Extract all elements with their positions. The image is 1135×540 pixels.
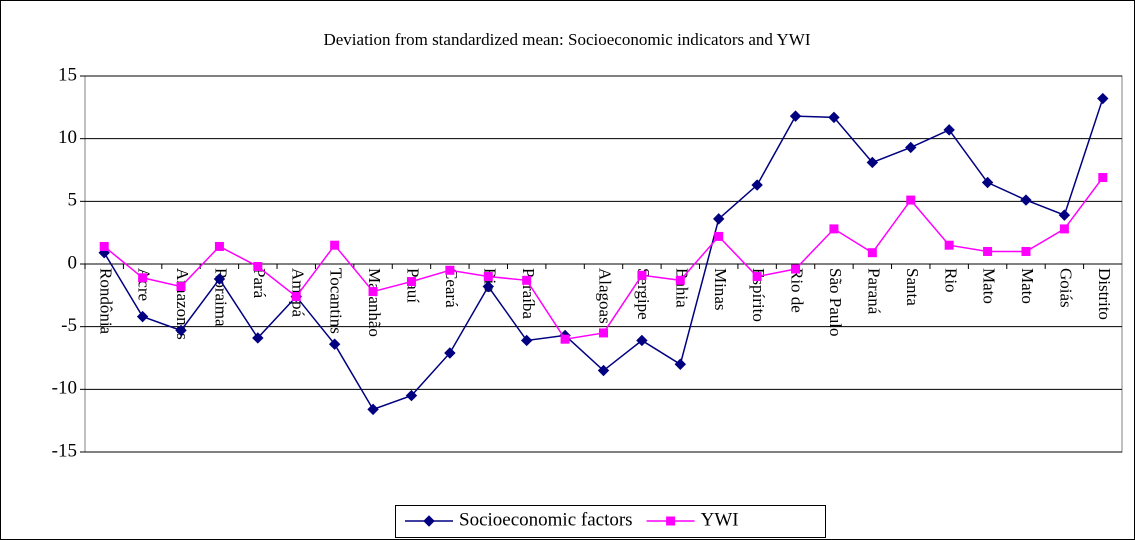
- y-tick-label: -15: [52, 440, 77, 461]
- data-point: [828, 111, 840, 124]
- legend-label: YWI: [701, 509, 739, 530]
- data-point: [252, 332, 264, 344]
- data-point: [522, 275, 532, 285]
- chart-title: Deviation from standardized mean: Socioe…: [323, 30, 810, 49]
- data-point: [213, 273, 226, 285]
- data-point: [368, 287, 378, 297]
- y-tick-label: -10: [52, 378, 77, 399]
- x-tick-label: Bahia: [672, 268, 691, 308]
- x-tick-label: Mato: [980, 268, 999, 304]
- data-point: [138, 273, 148, 283]
- data-point: [943, 124, 955, 136]
- data-point: [367, 403, 379, 416]
- data-point: [328, 338, 341, 350]
- data-point: [1059, 224, 1069, 234]
- data-point: [866, 156, 879, 169]
- data-point: [636, 334, 648, 347]
- data-point: [291, 292, 301, 302]
- data-point: [906, 195, 916, 205]
- data-point: [214, 241, 224, 251]
- data-point: [674, 358, 687, 370]
- data-point: [1097, 92, 1109, 105]
- x-tick-label: Paraná: [864, 268, 883, 315]
- data-point: [405, 389, 418, 402]
- data-point: [445, 265, 455, 275]
- data-point: [330, 240, 340, 250]
- data-point: [905, 141, 917, 154]
- x-tick-label: Rio de: [788, 268, 807, 313]
- y-tick-label: 15: [58, 64, 77, 85]
- legend-marker: [423, 515, 435, 527]
- data-point: [791, 264, 801, 274]
- data-point: [675, 275, 685, 285]
- x-tick-label: São Paulo: [826, 268, 845, 336]
- x-tick-label: Minas: [711, 268, 730, 311]
- x-tick-label: Rio: [941, 268, 960, 293]
- legend-marker: [666, 516, 676, 526]
- data-point: [599, 328, 608, 338]
- y-tick-label: -5: [61, 315, 77, 336]
- data-point: [597, 364, 610, 377]
- data-point: [483, 272, 493, 282]
- data-point: [406, 277, 416, 287]
- y-tick-label: 0: [68, 252, 78, 273]
- data-point: [136, 310, 149, 323]
- data-point: [983, 246, 993, 256]
- data-point: [560, 334, 570, 344]
- data-point: [752, 272, 762, 282]
- data-point: [1020, 194, 1032, 206]
- data-point: [751, 179, 763, 191]
- x-tick-label: Distrito: [1095, 268, 1114, 320]
- x-tick-label: Mato: [1018, 268, 1037, 304]
- x-tick-label: Maranhão: [365, 268, 384, 337]
- data-point: [520, 334, 533, 347]
- x-tick-label: Alagoas: [596, 268, 615, 324]
- data-point: [99, 241, 109, 251]
- legend-label: Socioeconomic factors: [459, 509, 633, 530]
- data-point: [981, 176, 994, 189]
- data-point: [176, 282, 186, 292]
- data-point: [867, 248, 877, 258]
- data-point: [829, 224, 839, 234]
- data-point: [714, 231, 724, 241]
- x-tick-label: Espírito: [749, 268, 768, 322]
- x-tick-label: Santa: [903, 268, 922, 306]
- x-tick-label: Ceará: [442, 268, 461, 308]
- data-point: [789, 110, 802, 122]
- data-point: [944, 240, 954, 250]
- data-point: [713, 213, 725, 225]
- data-point: [1058, 209, 1071, 221]
- data-point: [1098, 173, 1108, 183]
- data-point: [253, 262, 263, 272]
- y-tick-label: 10: [58, 127, 77, 148]
- data-point: [637, 270, 647, 280]
- data-point: [444, 347, 456, 359]
- x-tick-label: Goiás: [1056, 268, 1075, 308]
- data-point: [482, 280, 494, 293]
- x-tick-label: Tocantins: [327, 268, 346, 334]
- data-point: [1021, 246, 1031, 256]
- data-point: [175, 324, 187, 337]
- x-tick-label: Rondônia: [96, 268, 115, 335]
- x-tick-label: Pará: [250, 268, 269, 299]
- legend-box: [395, 505, 826, 538]
- y-tick-label: 5: [68, 190, 78, 211]
